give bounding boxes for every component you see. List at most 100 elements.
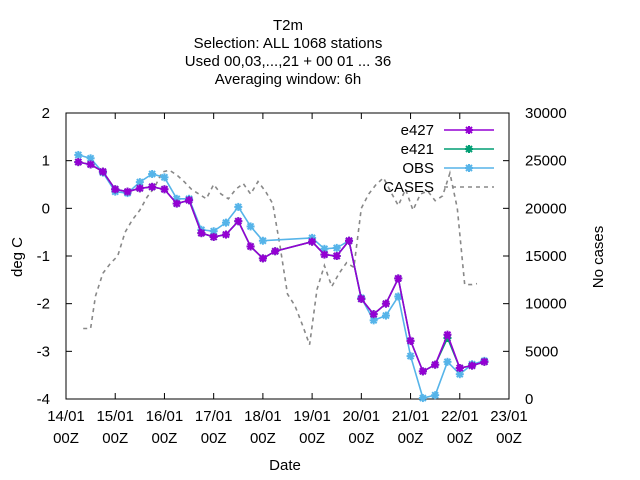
data-point: [394, 292, 403, 301]
data-point: [111, 185, 120, 194]
data-point: [480, 357, 489, 366]
data-point: [172, 199, 181, 208]
x-tick-label-hour: 00Z: [348, 430, 374, 447]
title-line: Averaging window: 6h: [215, 71, 361, 88]
x-tick-label-hour: 00Z: [152, 430, 178, 447]
data-point: [455, 364, 464, 373]
series-e427: [74, 158, 489, 376]
x-tick-label: 20/01: [343, 408, 381, 425]
data-point: [345, 236, 354, 245]
data-point: [246, 242, 255, 251]
legend-marker: [465, 145, 473, 153]
x-tick-label: 21/01: [392, 408, 430, 425]
legend-marker: [465, 164, 473, 172]
x-tick-label-hour: 00Z: [299, 430, 325, 447]
x-tick-label-hour: 00Z: [496, 430, 522, 447]
data-point: [431, 391, 440, 400]
x-tick-label: 18/01: [244, 408, 282, 425]
data-point: [160, 185, 169, 194]
data-point: [308, 237, 317, 246]
y2-tick-label: 30000: [525, 105, 567, 122]
x-tick-label-hour: 00Z: [447, 430, 473, 447]
y-tick-label: -3: [37, 343, 50, 360]
y2-tick-label: 25000: [525, 153, 567, 170]
data-point: [209, 232, 218, 241]
data-point: [431, 360, 440, 369]
data-point: [369, 316, 378, 325]
legend-marker: [465, 126, 473, 134]
y-tick-label: -4: [37, 391, 50, 408]
data-point: [455, 370, 464, 379]
x-axis-label: Date: [269, 457, 301, 474]
data-point: [185, 196, 194, 205]
data-point: [369, 310, 378, 319]
y-tick-label: 0: [42, 200, 50, 217]
data-point: [221, 230, 230, 239]
y2-axis-ticks: 30000 25000 20000 15000 10000 5000 0: [525, 105, 567, 408]
data-point: [234, 202, 243, 211]
x-tick-label: 19/01: [293, 408, 331, 425]
x-tick-label: 14/01: [47, 408, 85, 425]
data-point: [406, 352, 415, 361]
y-tick-label: 2: [42, 105, 50, 122]
data-point: [123, 187, 132, 196]
series-layer: [74, 150, 489, 403]
data-point: [160, 173, 169, 182]
legend-label: CASES: [383, 179, 434, 196]
y-tick-label: -1: [37, 248, 50, 265]
data-point: [332, 252, 341, 260]
data-point: [443, 357, 452, 366]
x-axis-ticks: 14/01 00Z 15/01 00Z 16/01 00Z 17/01 00Z 18/01 00Z…: [47, 113, 528, 447]
y2-tick-label: 10000: [525, 296, 567, 313]
data-point: [98, 167, 107, 176]
plot-border: [65, 112, 510, 400]
x-tick-label: 15/01: [96, 408, 134, 425]
x-tick-label: 22/01: [441, 408, 479, 425]
data-point: [86, 154, 95, 163]
title-line: Used 00,03,...,21 + 00 01 ... 36: [185, 53, 391, 70]
data-point: [197, 229, 206, 238]
data-point: [406, 336, 415, 345]
data-point: [271, 247, 280, 256]
data-point: [148, 182, 157, 191]
plot-frame: [65, 112, 510, 400]
data-point: [86, 160, 95, 169]
y-axis-label: deg C: [9, 237, 26, 277]
y-tick-label: -2: [37, 296, 50, 313]
data-point: [74, 158, 83, 167]
data-point: [148, 170, 157, 179]
legend-label: e427: [401, 122, 434, 139]
data-point: [221, 218, 230, 227]
data-point: [418, 394, 427, 403]
title-line: T2m: [273, 17, 303, 34]
data-point: [418, 367, 427, 376]
x-tick-label-hour: 00Z: [201, 430, 227, 447]
y-tick-label: 1: [42, 153, 50, 170]
y2-tick-label: 15000: [525, 248, 567, 265]
data-point: [394, 274, 403, 283]
series-cases: [83, 169, 478, 345]
data-point: [246, 222, 255, 231]
data-point: [443, 330, 452, 339]
x-tick-label-hour: 00Z: [102, 430, 128, 447]
data-point: [357, 294, 366, 303]
title-line: Selection: ALL 1068 stations: [194, 35, 383, 52]
y2-axis-label: No cases: [590, 226, 607, 289]
x-tick-label: 16/01: [146, 408, 184, 425]
data-point: [74, 150, 83, 159]
x-tick-label-hour: 00Z: [53, 430, 79, 447]
data-point: [135, 184, 144, 193]
x-tick-label-hour: 00Z: [398, 430, 424, 447]
data-point: [381, 311, 390, 320]
x-tick-label: 17/01: [195, 408, 233, 425]
series-obs: [74, 150, 489, 403]
data-point: [234, 217, 243, 226]
data-point: [332, 243, 341, 252]
data-point: [320, 244, 329, 253]
legend: e427 e421 OBS CASES: [383, 122, 494, 196]
data-point: [135, 178, 144, 187]
x-tick-label-hour: 00Z: [250, 430, 276, 447]
y2-tick-label: 0: [525, 391, 533, 408]
